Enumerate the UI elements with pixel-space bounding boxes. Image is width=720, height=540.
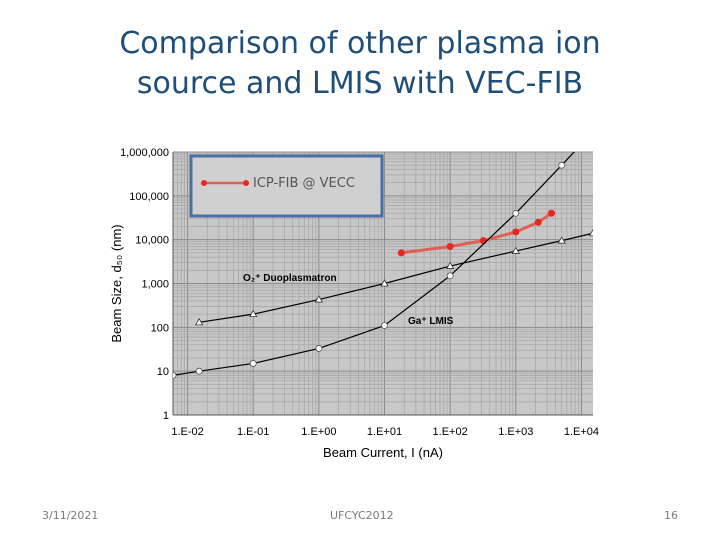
y-tick-label: 100 (151, 322, 169, 334)
data-point (557, 236, 566, 244)
legend-marker (243, 180, 249, 186)
slide-title-line2: source and LMIS with VEC-FIB (136, 66, 584, 101)
x-axis-label: Beam Current, I (nA) (323, 445, 443, 460)
data-point (588, 228, 593, 237)
footer-date: 3/11/2021 (42, 509, 99, 522)
y-axis-label: Beam Size, d₅₀ (nm) (109, 224, 124, 342)
series-0 (397, 209, 556, 257)
x-tick-label: 1.E+03 (498, 426, 533, 438)
x-tick-label: 1.E+02 (433, 426, 468, 438)
data-point (381, 322, 388, 329)
data-point (512, 228, 520, 236)
data-point (446, 272, 454, 280)
x-tick-label: 1.E+04 (564, 426, 599, 438)
data-point (511, 246, 520, 254)
data-point (314, 295, 324, 303)
duoplasmatron-annotation: O₂⁺ Duoplasmatron (243, 273, 337, 284)
x-tick-label: 1.E-01 (237, 426, 269, 438)
data-point (195, 367, 203, 375)
y-tick-label: 1,000 (141, 279, 169, 291)
x-tick-label: 1.E-02 (171, 426, 203, 438)
x-tick-label: 1.E+00 (301, 426, 336, 438)
data-point (194, 318, 204, 326)
y-tick-label: 10,000 (135, 235, 169, 247)
data-point (512, 209, 520, 217)
data-point (578, 141, 584, 147)
footer-center-text: UFCYC2012 (330, 509, 394, 522)
legend-box (189, 154, 384, 218)
page-number: 16 (664, 509, 678, 522)
data-point (479, 237, 487, 245)
data-point (445, 261, 455, 269)
series-line (199, 232, 593, 323)
data-point (380, 279, 389, 287)
series-2 (173, 141, 584, 379)
data-point (548, 209, 556, 217)
data-point (397, 249, 405, 257)
data-point (558, 161, 566, 169)
data-point (249, 309, 258, 318)
y-tick-label: 1 (163, 410, 169, 422)
y-tick-label: 10 (157, 366, 169, 378)
x-tick-label: 1.E+01 (367, 426, 402, 438)
lmis-annotation: Ga⁺ LMIS (408, 316, 454, 327)
slide-title-line1: Comparison of other plasma ion (119, 26, 601, 61)
legend-marker (201, 180, 207, 186)
data-point (446, 242, 454, 250)
y-tick-label: 1,000,000 (120, 147, 169, 159)
data-point (315, 345, 323, 352)
series-1 (194, 228, 593, 326)
data-point (534, 218, 542, 226)
data-point (173, 372, 177, 379)
legend-label: ICP-FIB @ VECC (253, 176, 355, 191)
y-tick-label: 100,000 (129, 191, 169, 203)
data-point (249, 360, 257, 367)
slide-title: Comparison of other plasma ion source an… (0, 24, 720, 104)
